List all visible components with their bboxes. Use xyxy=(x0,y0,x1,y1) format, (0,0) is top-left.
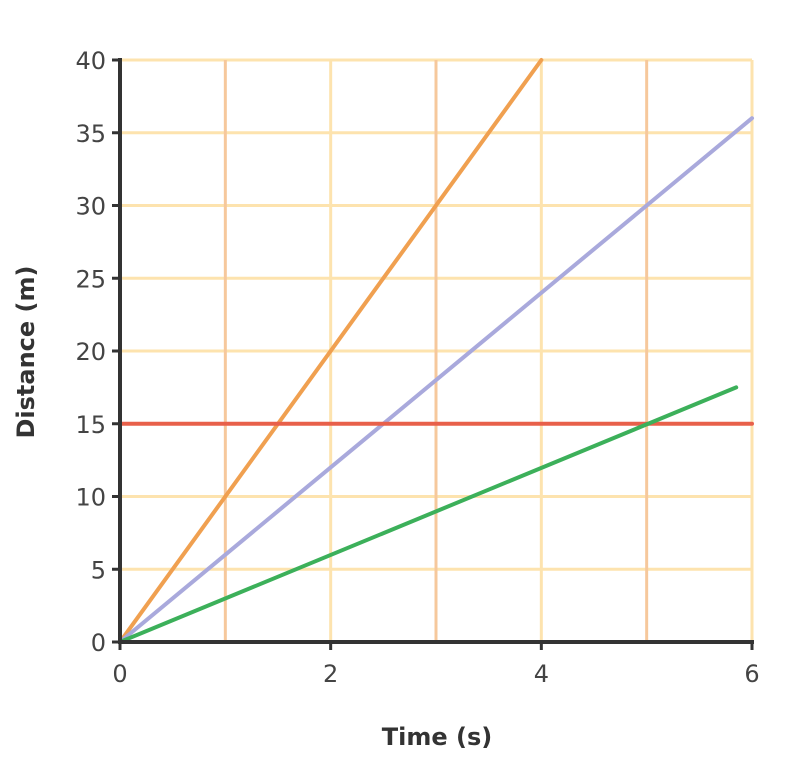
x-tick-label: 2 xyxy=(323,660,338,688)
axes xyxy=(112,58,754,650)
y-axis-label: Distance (m) xyxy=(12,266,40,439)
x-axis-label: Time (s) xyxy=(382,723,492,751)
y-tick-label: 30 xyxy=(75,193,106,221)
y-tick-label: 10 xyxy=(75,484,106,512)
y-tick-label: 15 xyxy=(75,411,106,439)
y-tick-label: 35 xyxy=(75,120,106,148)
series-line-4 xyxy=(118,385,739,644)
y-tick-label: 40 xyxy=(75,47,106,75)
x-tick-label: 4 xyxy=(534,660,549,688)
x-tick-label: 0 xyxy=(112,660,127,688)
y-tick-label: 25 xyxy=(75,265,106,293)
series-lines xyxy=(118,58,754,644)
grid xyxy=(120,58,754,642)
tick-labels: 0 5 10 15 20 25 30 35 40 0 2 4 6 xyxy=(75,47,759,688)
series-line-2 xyxy=(118,116,754,644)
y-tick-label: 0 xyxy=(91,629,106,657)
x-tick-label: 6 xyxy=(744,660,759,688)
y-tick-label: 20 xyxy=(75,338,106,366)
y-tick-label: 5 xyxy=(91,556,106,584)
series-line-1 xyxy=(118,58,544,644)
